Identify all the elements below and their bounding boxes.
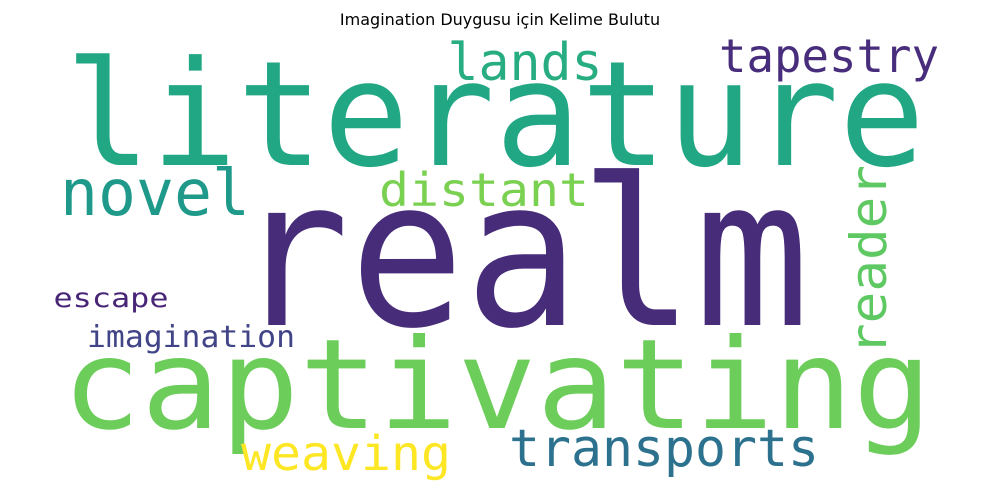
- word-imagination: imagination: [87, 320, 295, 355]
- figure-title: Imagination Duygusu için Kelime Bulutu: [339, 10, 661, 29]
- word-lands: lands: [448, 33, 603, 93]
- word-tapestry: tapestry: [719, 29, 939, 83]
- word-literature: literature: [65, 30, 925, 200]
- word-captivating: captivating: [62, 313, 932, 458]
- word-reader: reader: [840, 165, 898, 355]
- word-weaving: weaving: [241, 426, 451, 482]
- word-distant: distant: [379, 163, 589, 217]
- word-realm: realm: [235, 136, 810, 374]
- word-novel: novel: [60, 157, 250, 231]
- word-escape: escape: [54, 283, 169, 314]
- word-transports: transports: [509, 419, 819, 479]
